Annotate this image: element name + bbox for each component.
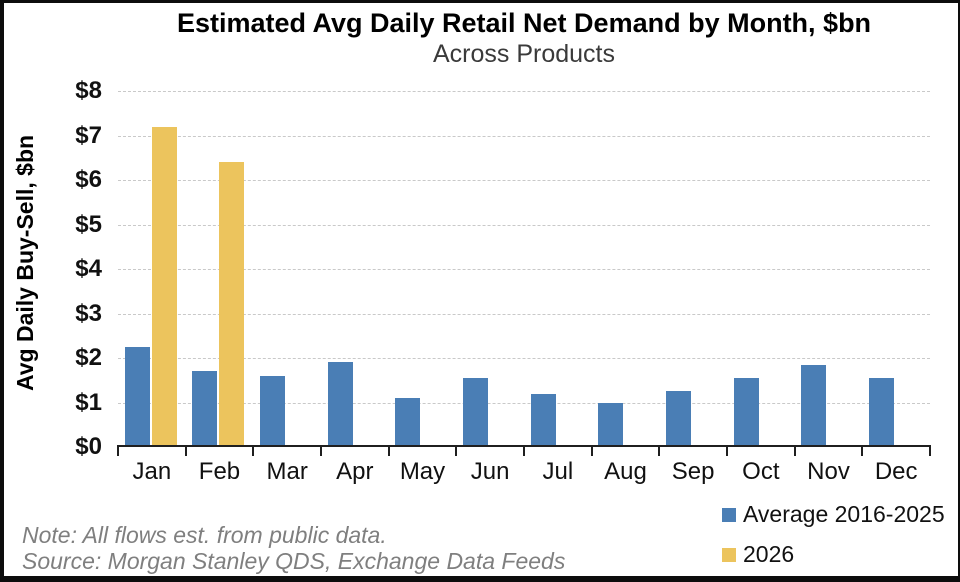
bar-jul-average [530, 393, 556, 447]
y-tick-label-4: $4 [75, 255, 102, 282]
bar-may-average [395, 398, 421, 447]
bar-sep-average [665, 391, 691, 447]
y-tick-label-2: $2 [75, 344, 102, 371]
x-axis-tick-9 [726, 447, 728, 456]
legend-item-2026: 2026 [722, 541, 794, 568]
x-axis-tick-3 [320, 447, 322, 456]
x-tick-label-may: May [399, 458, 446, 485]
x-axis-line [117, 445, 931, 447]
x-axis-tick-7 [590, 447, 593, 456]
chart-subtitle: Across Products [432, 40, 615, 68]
bar-feb-average [192, 371, 218, 447]
bar-nov-average [801, 364, 827, 447]
y-tick-label-7: $7 [75, 121, 102, 149]
footnote-source: Source: Morgan Stanley QDS, Exchange Dat… [22, 548, 566, 574]
gridline-4 [118, 269, 930, 270]
x-axis-tick-10 [793, 447, 796, 456]
y-tick-label-0: $0 [75, 433, 102, 460]
gridline-7 [118, 135, 930, 137]
gridline-3 [118, 313, 930, 315]
bar-oct-average [733, 378, 759, 447]
bar-apr-average [327, 362, 353, 447]
legend-swatch-2026-icon [722, 547, 736, 562]
x-axis-tick-8 [658, 447, 661, 456]
bar-aug-average [598, 402, 624, 447]
x-axis-tick-12 [929, 447, 931, 456]
x-tick-label-nov: Nov [807, 458, 850, 485]
x-axis-tick-2 [252, 447, 255, 456]
gridline-8 [118, 91, 930, 92]
x-axis-tick-6 [523, 447, 525, 456]
x-tick-label-jun: Jun [470, 458, 510, 485]
x-tick-label-mar: Mar [266, 458, 308, 485]
y-tick-label-5: $5 [75, 210, 102, 238]
x-axis-tick-5 [455, 447, 458, 456]
x-axis-tick-1 [184, 447, 187, 456]
legend-label-2026: 2026 [743, 541, 795, 567]
x-tick-label-jul: Jul [542, 458, 574, 485]
footnote-note: Note: All flows est. from public data. [22, 522, 387, 548]
x-tick-label-sep: Sep [671, 458, 715, 485]
x-tick-label-jan: Jan [132, 458, 172, 485]
x-axis-tick-11 [861, 447, 864, 456]
gridline-1 [118, 402, 930, 404]
bar-jan-2026 [151, 126, 177, 447]
y-tick-label-3: $3 [75, 299, 102, 327]
bar-jun-average [462, 378, 488, 447]
x-tick-label-dec: Dec [874, 458, 918, 485]
y-tick-label-8: $8 [75, 77, 102, 104]
y-tick-label-1: $1 [75, 388, 102, 416]
x-axis-tick-4 [387, 447, 390, 456]
y-tick-label-6: $6 [75, 166, 102, 193]
x-axis-tick-0 [117, 447, 119, 456]
bar-dec-average [868, 378, 894, 447]
gridline-6 [118, 180, 930, 181]
legend-swatch-average-icon [722, 507, 736, 522]
gridline-2 [118, 358, 930, 359]
bar-jan-average [124, 346, 150, 447]
x-tick-label-oct: Oct [742, 458, 780, 485]
gridline-5 [118, 224, 930, 226]
x-tick-label-apr: Apr [336, 458, 374, 485]
legend-label-average: Average 2016-2025 [743, 501, 945, 527]
x-tick-label-aug: Aug [604, 458, 647, 485]
bar-feb-2026 [219, 162, 245, 447]
x-tick-label-feb: Feb [198, 458, 241, 485]
chart-title: Estimated Avg Daily Retail Net Demand by… [176, 8, 872, 38]
bar-mar-average [259, 375, 285, 447]
legend-item-average: Average 2016-2025 [722, 501, 945, 528]
y-axis-title: Avg Daily Buy-Sell, $bn [12, 134, 38, 392]
